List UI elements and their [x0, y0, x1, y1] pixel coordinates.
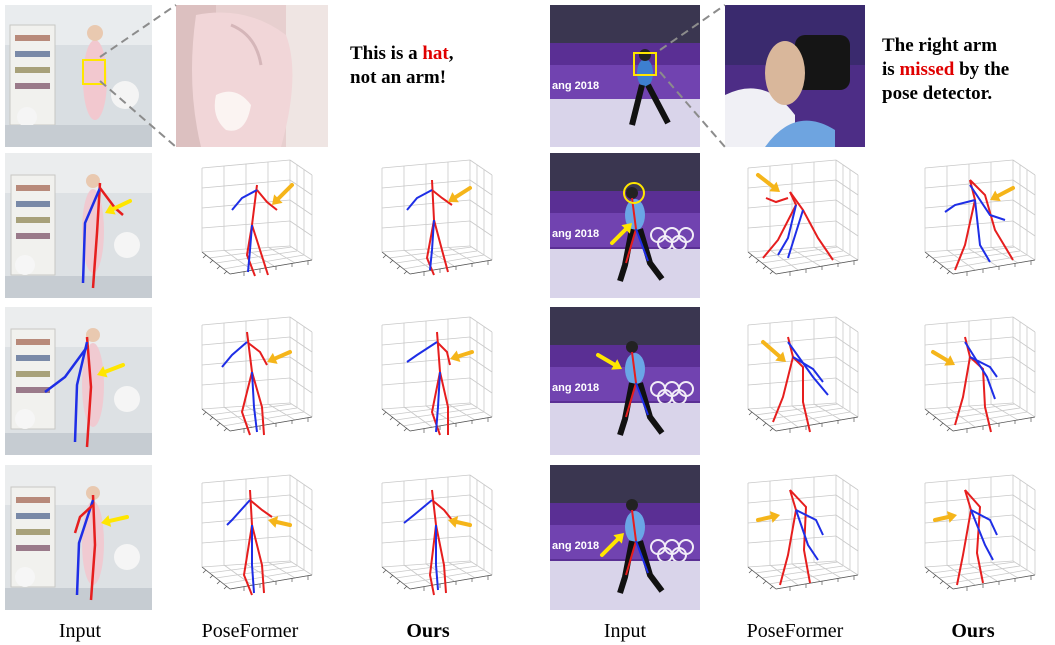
caption-poseformer-left: PoseFormer [201, 620, 299, 642]
pose-plot-poseformer-dancer-row4 [172, 465, 322, 610]
input-photo-dancer-row2 [5, 153, 152, 298]
caption-input-right: Input [603, 620, 647, 642]
input-photo-skater-row4: ang 2018 [550, 465, 700, 610]
svg-text:ang 2018: ang 2018 [552, 80, 599, 92]
input-photo-skater-row1: ang 2018 [550, 5, 700, 147]
input-photo-skater-row2: ang 2018 [550, 153, 700, 298]
pose-plot-ours-dancer-row3 [352, 307, 502, 452]
input-photo-dancer-row1 [5, 5, 152, 147]
input-photo-dancer-row4 [5, 465, 152, 610]
zoom-inset-missed-arm [725, 5, 865, 147]
pose-plot-ours-skater-row3 [895, 307, 1045, 452]
pose-plot-poseformer-dancer-row2 [172, 150, 322, 295]
pose-plot-ours-skater-row4 [895, 465, 1045, 610]
pose-plot-poseformer-skater-row2 [718, 150, 868, 295]
pose-plot-poseformer-dancer-row3 [172, 307, 322, 452]
svg-text:ang 2018: ang 2018 [552, 540, 599, 552]
hat-annotation: This is a hat, not an arm! [350, 43, 454, 88]
input-photo-skater-row3: ang 2018 [550, 307, 700, 455]
pose-plot-poseformer-skater-row4 [718, 465, 868, 610]
pose-plot-ours-dancer-row2 [352, 150, 502, 295]
missed-arm-annotation: The right arm is missed by the pose dete… [882, 35, 1010, 104]
pose-plot-ours-dancer-row4 [352, 465, 502, 610]
pose-plot-poseformer-skater-row3 [718, 307, 868, 452]
caption-input-left: Input [58, 620, 102, 642]
caption-poseformer-right: PoseFormer [746, 620, 844, 642]
pose-plot-ours-skater-row2 [895, 150, 1045, 295]
svg-text:ang 2018: ang 2018 [552, 382, 599, 394]
input-photo-dancer-row3 [5, 307, 152, 455]
svg-text:ang 2018: ang 2018 [552, 228, 599, 240]
caption-ours-left: Ours [406, 620, 450, 642]
caption-ours-right: Ours [951, 620, 995, 642]
zoom-inset-hat [176, 5, 328, 147]
